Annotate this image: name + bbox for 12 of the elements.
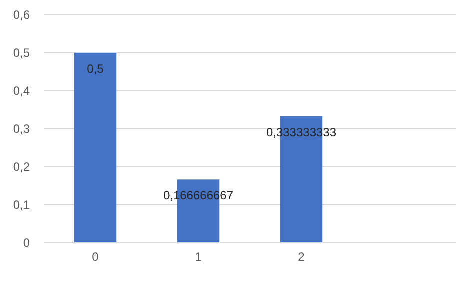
y-tick-label: 0,4 [13, 84, 30, 98]
x-tick-label: 1 [195, 250, 202, 264]
y-tick-label: 0,1 [13, 198, 30, 212]
y-tick-label: 0,2 [13, 160, 30, 174]
x-tick-label: 0 [92, 250, 100, 264]
y-tick-label: 0,6 [13, 8, 30, 22]
y-tick-label: 0,3 [13, 122, 30, 136]
y-tick-label: 0,5 [13, 46, 30, 60]
x-tick-label: 2 [298, 250, 306, 264]
data-label: 0,5 [87, 62, 104, 76]
y-tick-label: 0 [23, 236, 30, 250]
bar [74, 53, 117, 243]
